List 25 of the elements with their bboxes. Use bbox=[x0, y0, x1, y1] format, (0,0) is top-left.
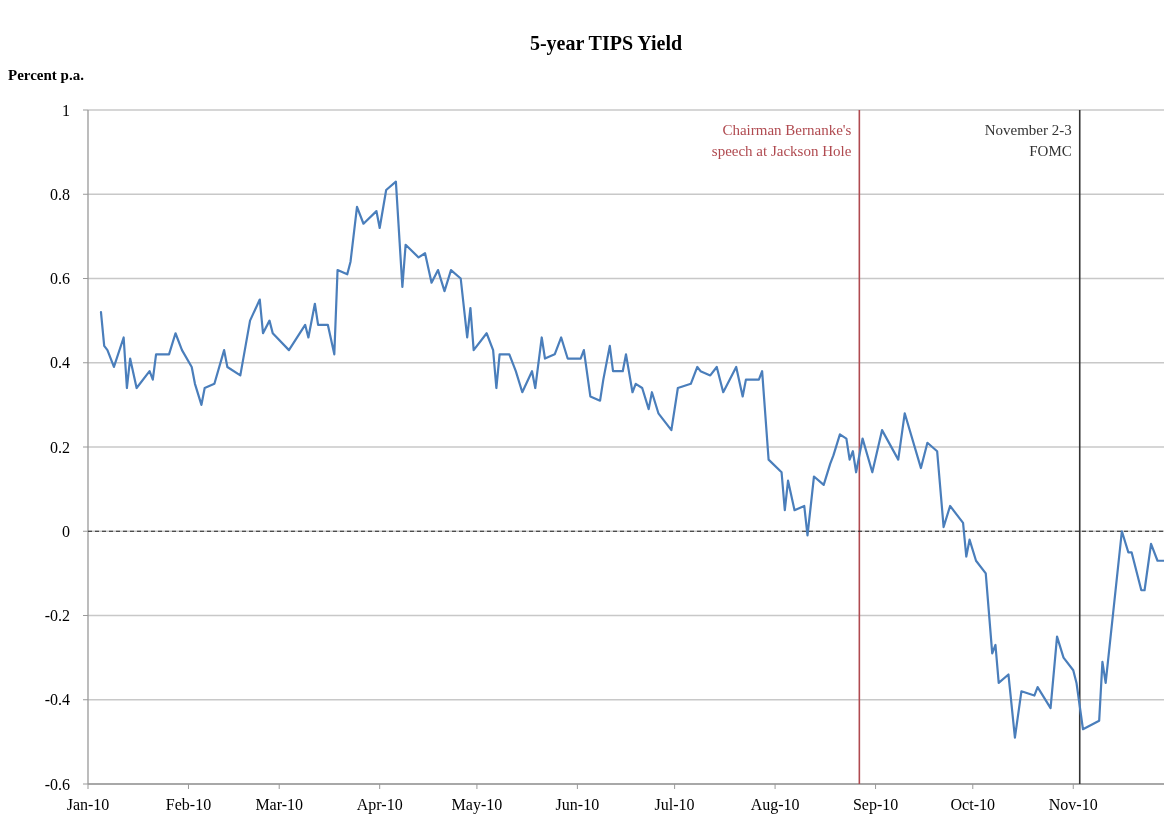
x-tick-label: Jan-10 bbox=[66, 796, 110, 813]
x-tick-label: Oct-10 bbox=[950, 796, 995, 813]
line-series bbox=[99, 180, 1164, 739]
y-tick-label: 0.6 bbox=[50, 270, 70, 288]
x-tick-label: Aug-10 bbox=[750, 796, 800, 814]
y-tick-label: -0.2 bbox=[44, 607, 70, 625]
x-tick-label: May-10 bbox=[451, 796, 503, 814]
x-tick-label: Mar-10 bbox=[255, 796, 304, 813]
x-tick-label: Jun-10 bbox=[555, 796, 600, 813]
y-tick-label: -0.6 bbox=[44, 775, 70, 793]
x-tick-label: Apr-10 bbox=[356, 796, 403, 814]
x-tick-label: Feb-10 bbox=[165, 796, 212, 813]
ref-line-label: November 2-3 FOMC bbox=[984, 122, 1072, 159]
y-tick-label: 1 bbox=[62, 101, 70, 119]
y-axis-title: Percent p.a. bbox=[8, 67, 85, 83]
x-tick-label: Jul-10 bbox=[654, 796, 695, 813]
y-tick-label: 0.2 bbox=[50, 438, 70, 456]
x-tick-label: Nov-10 bbox=[1048, 796, 1098, 813]
x-tick-label: Sep-10 bbox=[852, 796, 899, 814]
y-tick-label: 0.4 bbox=[50, 354, 70, 372]
y-tick-label: 0 bbox=[62, 522, 70, 540]
chart-title: 5-year TIPS Yield bbox=[529, 32, 683, 55]
y-tick-label: 0.8 bbox=[50, 185, 70, 203]
y-tick-label: -0.4 bbox=[44, 691, 70, 709]
ref-line-label: Chairman Bernanke's speech at Jackson Hole bbox=[711, 122, 852, 159]
